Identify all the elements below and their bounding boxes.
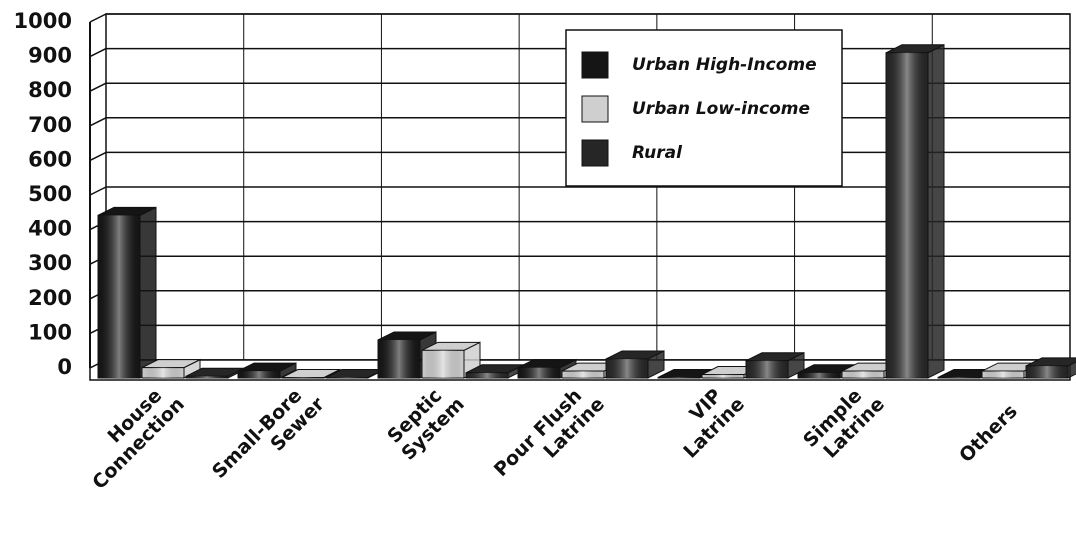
bar-shine	[702, 374, 744, 378]
bar-shine	[982, 371, 1024, 378]
x-tick-label: SepticSystem	[381, 377, 468, 464]
x-tick-label: VIPLatrine	[663, 377, 748, 462]
bar-shine	[98, 215, 140, 378]
bar-shine	[886, 52, 928, 378]
bar-shine	[186, 376, 228, 378]
bar-shine	[798, 372, 840, 378]
grid-line	[89, 151, 107, 162]
legend-box	[565, 29, 843, 187]
bar-shine	[422, 350, 464, 378]
y-tick-label: 900	[28, 44, 72, 68]
y-tick-label: 500	[28, 182, 72, 206]
x-tick-label: Others	[955, 400, 1022, 467]
bar-side	[927, 43, 945, 379]
y-tick-label: 200	[28, 286, 72, 310]
grid-line	[89, 186, 107, 196]
bar-shine	[378, 339, 420, 378]
legend-label: Urban High-Income	[632, 55, 817, 75]
y-tick-label: 0	[57, 355, 72, 379]
y-tick-label: 700	[28, 113, 72, 137]
y-tick-label: 400	[28, 217, 72, 241]
bar-shine	[562, 371, 604, 378]
y-tick-label: 800	[28, 78, 72, 102]
legend-swatch	[581, 95, 609, 123]
bar-shine	[606, 358, 648, 378]
bar-side	[139, 206, 157, 379]
bar-shine	[658, 377, 700, 378]
bar-shine	[938, 377, 980, 378]
x-tick-line: Others	[955, 400, 1022, 467]
grid-line	[89, 13, 107, 23]
legend-label: Urban Low-income	[632, 99, 810, 119]
bar-shine	[842, 371, 884, 378]
bar-shine	[282, 377, 324, 378]
legend-swatch	[581, 139, 609, 167]
legend-label: Rural	[632, 143, 683, 163]
x-tick-label: Pour FlushLatrine	[489, 377, 608, 496]
bar-shine	[746, 360, 788, 378]
y-tick-label: 100	[28, 320, 72, 344]
legend-swatch	[581, 51, 609, 79]
y-tick-label: 600	[28, 147, 72, 171]
x-tick-label: SimpleLatrine	[799, 377, 889, 467]
grid-line	[89, 117, 107, 127]
y-tick-label: 300	[28, 251, 72, 275]
x-tick-label: HouseConnection	[72, 377, 188, 493]
bar-shine	[326, 377, 368, 378]
bar-shine	[1026, 365, 1068, 378]
y-tick-label: 1000	[14, 9, 72, 33]
bar-shine	[238, 371, 280, 378]
grid-line	[89, 82, 107, 92]
bar-shine	[142, 367, 184, 378]
bar-shine	[518, 367, 560, 378]
grid-line	[89, 47, 107, 58]
x-tick-label: Small-BoreSewer	[208, 377, 329, 498]
bar-shine	[466, 372, 508, 378]
